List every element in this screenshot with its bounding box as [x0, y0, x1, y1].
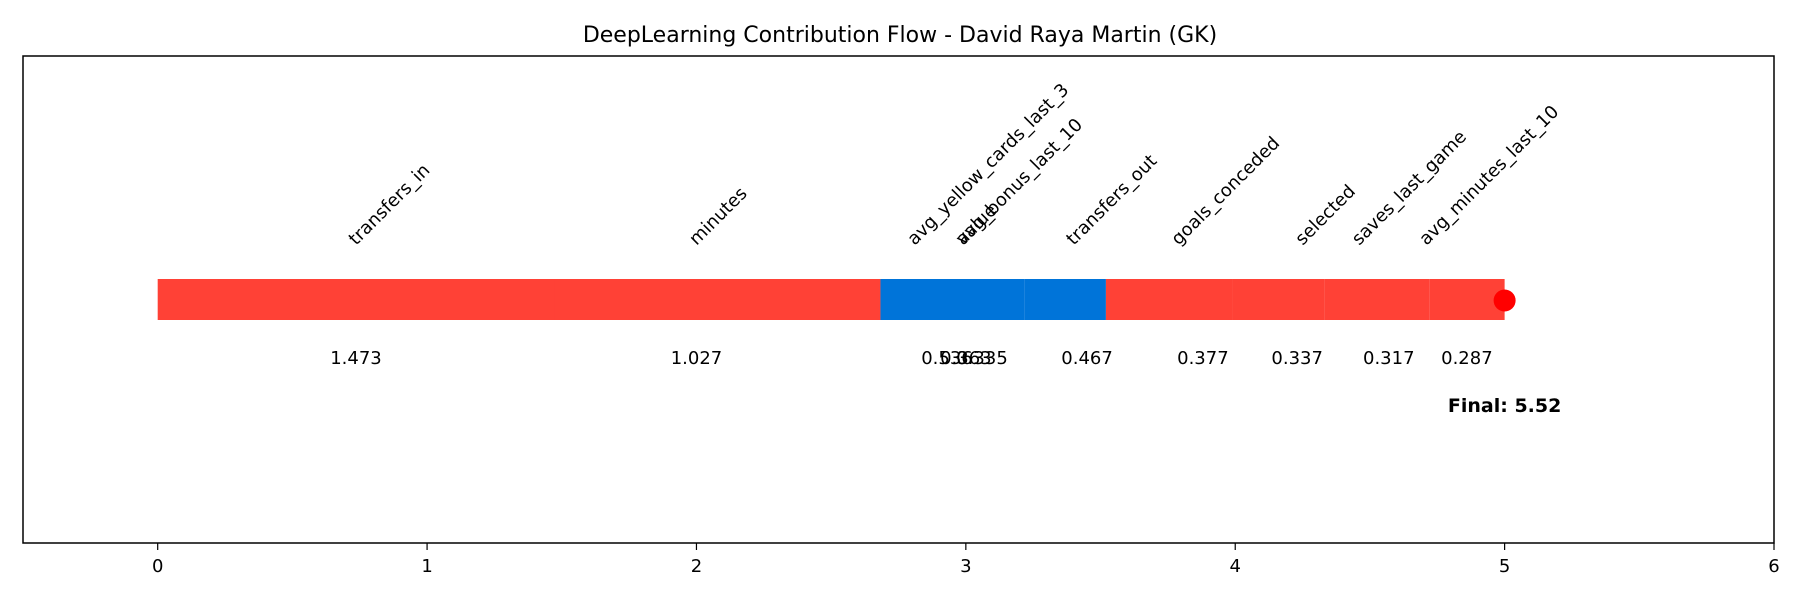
bar-segment-selected — [1232, 279, 1325, 320]
x-tick-label: 2 — [691, 556, 702, 577]
value-label: 0.337 — [1271, 348, 1323, 369]
bar-segment-transfers_out — [1024, 279, 1106, 320]
value-label: 0.287 — [1441, 348, 1493, 369]
value-label: 0.335 — [956, 348, 1008, 369]
feature-label-avg_minutes_last_10: avg_minutes_last_10 — [1415, 102, 1563, 250]
value-label: 0.317 — [1363, 348, 1415, 369]
feature-label-minutes: minutes — [685, 183, 751, 249]
value-label: 0.467 — [1061, 348, 1113, 369]
x-tick-label: 5 — [1499, 556, 1510, 577]
final-marker — [1493, 289, 1516, 312]
bar-segment-minutes — [554, 279, 881, 320]
x-axis: 0 1 2 3 4 5 6 — [152, 543, 1780, 577]
bar-segments — [157, 279, 1505, 320]
value-label: 0.363 — [940, 348, 992, 369]
bar-segment-avg_minutes_last_10 — [1429, 279, 1505, 320]
final-label: Final: 5.52 — [1448, 395, 1561, 417]
x-tick-label: 6 — [1768, 556, 1779, 577]
x-tick-label: 3 — [960, 556, 971, 577]
feature-label-transfers_in: transfers_in — [345, 160, 435, 250]
plot-frame — [22, 55, 1775, 544]
value-label: 0.536 — [921, 348, 973, 369]
value-label: 1.027 — [671, 348, 723, 369]
feature-label-saves_last_game: saves_last_game — [1348, 126, 1471, 249]
chart-title: DeepLearning Contribution Flow - David R… — [583, 23, 1217, 48]
bar-segment-saves_last_game — [1324, 279, 1430, 320]
final-group: Final: 5.52 — [1448, 289, 1561, 417]
feature-labels: transfers_in minutes avg_yellow_cards_last… — [345, 80, 1564, 250]
x-tick-label: 1 — [421, 556, 432, 577]
bar-segment-transfers_in — [157, 279, 555, 320]
x-tick-label: 0 — [152, 556, 163, 577]
bar-segment-avg_yellow_cards_last_3 — [880, 279, 1025, 320]
bar-segment-goals_conceded — [1105, 279, 1233, 320]
feature-label-goals_conceded: goals_conceded — [1167, 133, 1284, 250]
feature-label-selected: selected — [1291, 181, 1360, 250]
value-label: 1.473 — [330, 348, 382, 369]
value-label: 0.377 — [1177, 348, 1229, 369]
feature-label-transfers_out: transfers_out — [1062, 151, 1161, 250]
x-tick-label: 4 — [1230, 556, 1241, 577]
